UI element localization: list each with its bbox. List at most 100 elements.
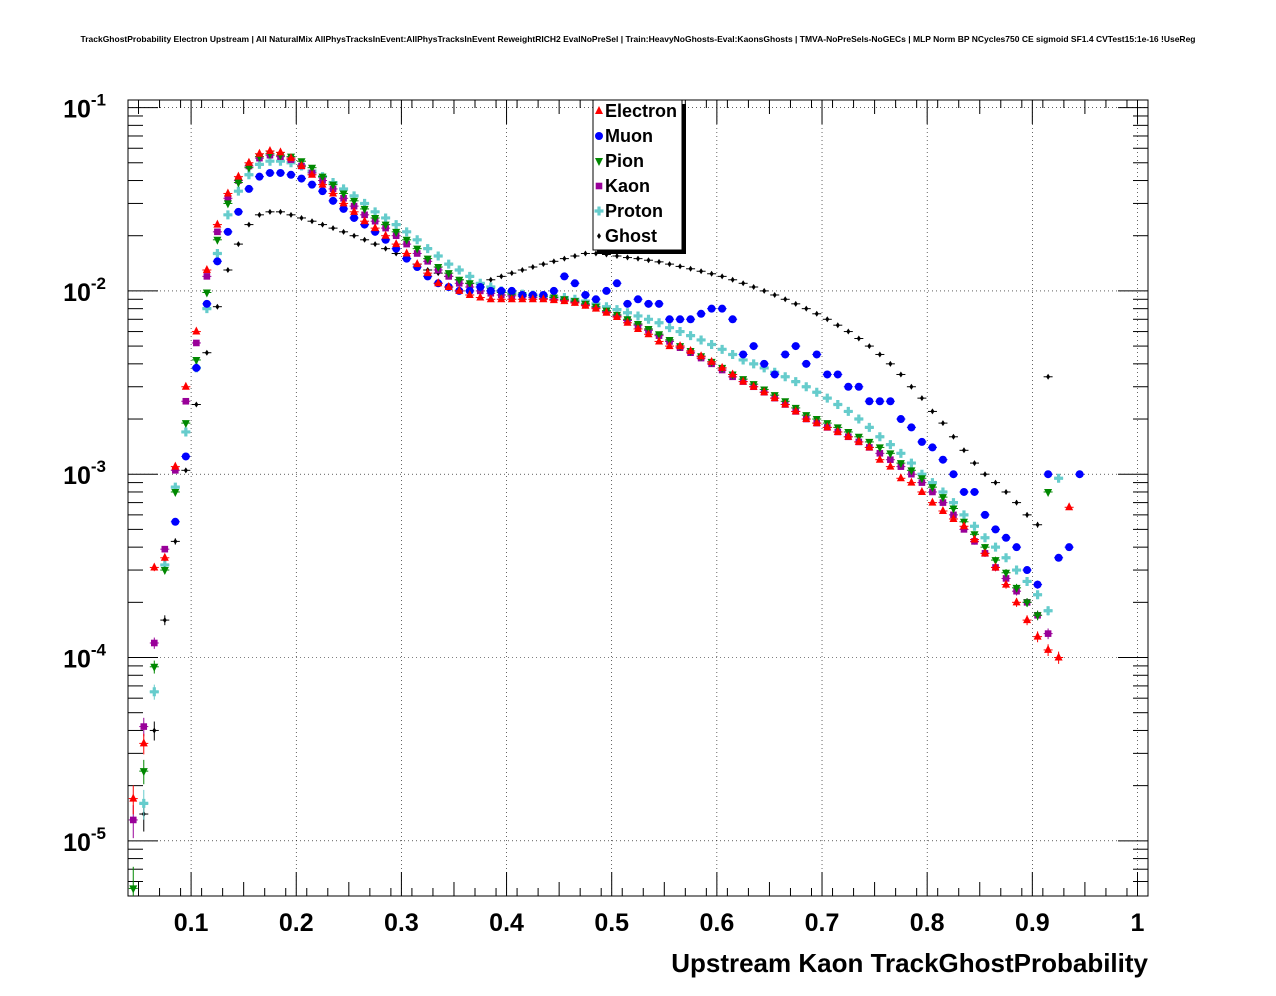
data-point [236,241,241,248]
data-point [993,479,998,486]
data-point [665,336,674,345]
data-point [1043,606,1053,616]
data-point [381,230,390,239]
data-point [170,482,180,492]
data-point [928,484,937,493]
data-point [244,164,253,173]
data-point [1023,599,1032,608]
data-point [223,210,233,220]
data-point [476,292,485,301]
data-point [413,259,422,268]
data-point [802,359,811,368]
data-point [560,272,569,281]
data-point [970,487,979,496]
data-point [234,179,243,188]
data-point [896,415,905,424]
data-point [255,148,264,157]
data-point [728,349,738,359]
data-point [801,382,811,392]
data-point [528,294,537,303]
data-point [265,156,275,166]
data-point [602,307,611,316]
data-point [234,171,243,180]
data-point [730,276,735,283]
data-point [381,213,391,223]
data-point [991,557,1000,566]
data-point [1002,533,1011,542]
data-point [423,268,432,277]
data-point [896,473,905,482]
data-point [678,263,683,270]
x-tick-label: 0.3 [384,909,419,937]
data-point [720,273,725,280]
data-point [822,393,832,403]
data-point [1035,521,1040,528]
data-point [783,296,788,303]
data-point [181,427,191,437]
data-point [634,295,642,304]
data-point [267,208,272,215]
data-point [246,221,251,228]
legend-entries: Electron Muon Pion Kaon Proton Ghost [594,101,677,246]
data-point [329,196,338,205]
data-point [213,219,222,228]
legend-label: Kaon [605,176,650,196]
series-proton [139,156,1064,820]
data-point [360,198,370,208]
data-point [202,289,211,298]
data-point [520,267,525,274]
data-point [697,309,706,318]
data-point [444,282,453,291]
data-point [257,211,262,218]
data-point [1023,615,1032,624]
data-point [465,280,474,289]
x-tick-label: 0.4 [489,909,524,937]
data-point [202,299,211,308]
chart-title: TrackGhostProbability Electron Upstream … [80,34,1196,44]
data-point [707,304,716,313]
data-point [402,236,411,245]
data-point [907,477,916,486]
data-point [223,200,232,209]
data-point [655,299,664,308]
legend-marker [595,182,603,190]
data-point [991,562,1000,571]
data-point [465,289,474,298]
data-point [318,187,327,196]
data-point [762,287,767,294]
data-point [760,387,769,396]
data-point [843,406,853,416]
data-point [486,294,495,303]
data-point [856,335,861,342]
data-point [181,452,190,461]
data-point [622,308,632,318]
data-point [948,498,958,508]
data-point [193,339,200,347]
data-point [1002,569,1011,578]
x-tick-label: 0.9 [1015,909,1050,937]
data-point [823,422,832,431]
data-point [875,454,884,463]
data-point [1023,566,1032,575]
data-point [310,218,315,225]
data-point [1002,579,1011,588]
data-point [780,372,790,382]
data-point [497,286,506,295]
data-point [1044,630,1052,637]
y-tick-label: 10-3 [63,457,106,490]
data-point [392,228,401,237]
data-point [160,560,170,570]
data-point [885,440,895,450]
data-point [182,397,190,405]
data-point [867,343,872,350]
data-point [887,456,894,463]
data-point [739,350,748,359]
data-point [360,216,369,225]
data-point [402,254,411,263]
data-point [192,326,201,335]
data-point [213,236,222,245]
legend-entry: Ghost [597,226,657,246]
data-point [507,286,516,295]
data-point [675,327,685,337]
